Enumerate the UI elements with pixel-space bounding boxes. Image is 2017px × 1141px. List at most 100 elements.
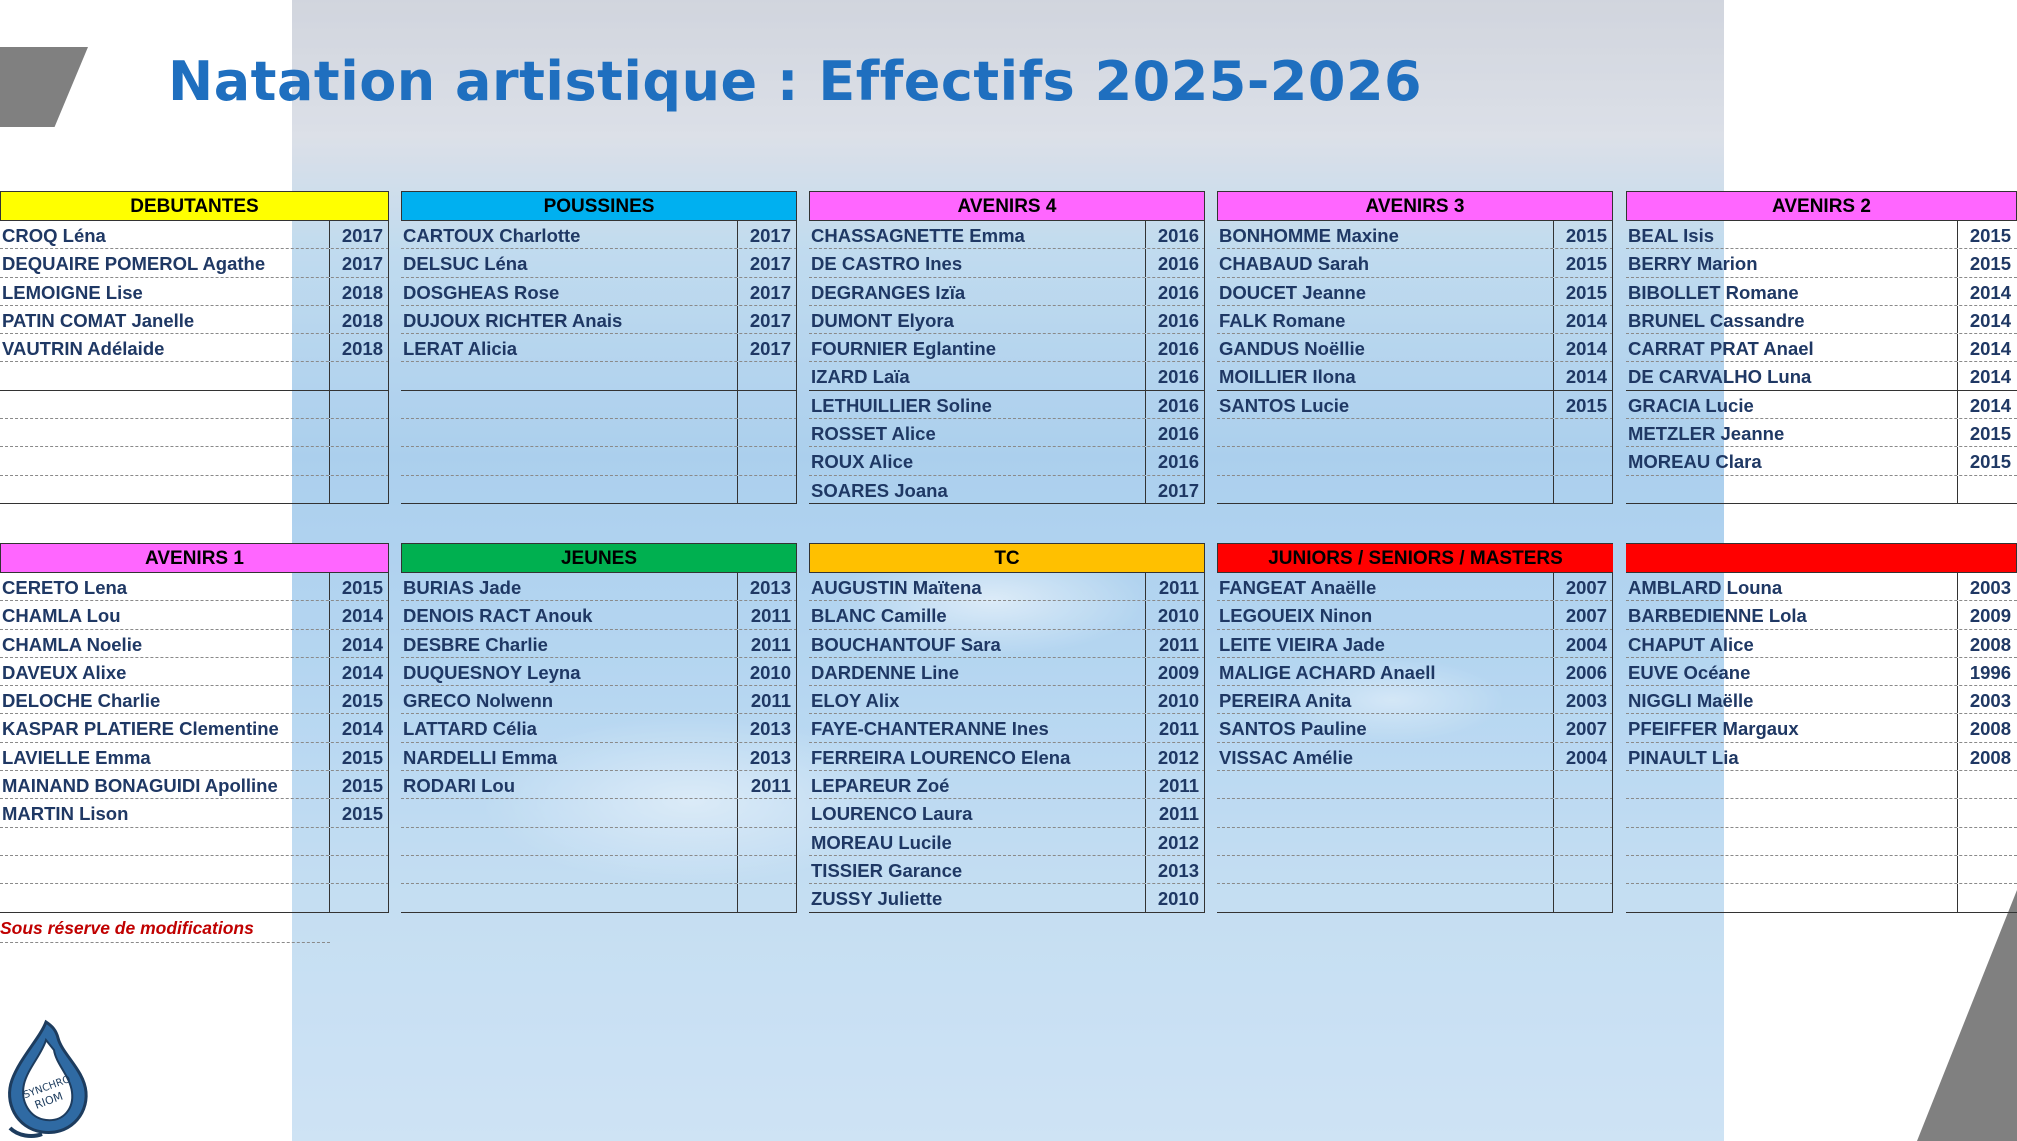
roster-row	[1217, 884, 1613, 913]
column-divider	[329, 629, 330, 657]
column-divider	[1145, 714, 1146, 742]
column-divider	[1957, 573, 1958, 601]
athlete-name: AUGUSTIN Maïtena	[811, 577, 982, 598]
roster-row: MARTIN Lison 2015	[0, 799, 389, 828]
birth-year: 2011	[750, 775, 791, 797]
column-divider	[1145, 419, 1146, 447]
column-divider	[1145, 249, 1146, 277]
athlete-name: DE CARVALHO Luna	[1628, 366, 1812, 388]
roster-row: PEREIRA Anita 2003	[1217, 686, 1613, 715]
athlete-name: RODARI Lou	[403, 775, 516, 797]
column-divider	[737, 714, 738, 742]
column-divider	[329, 686, 330, 714]
roster-row: LEPAREUR Zoé 2011	[809, 771, 1205, 800]
column-divider	[1145, 827, 1146, 855]
column-divider	[329, 334, 330, 362]
birth-year: 2016	[1157, 423, 1199, 445]
column-divider	[1553, 475, 1554, 503]
athlete-name: FOURNIER Eglantine	[811, 338, 997, 360]
column-divider	[329, 657, 330, 686]
athlete-name: DOUCET Jeanne	[1219, 281, 1367, 303]
roster-row: BLANC Camille 2010	[809, 601, 1205, 630]
column-divider	[329, 249, 330, 277]
roster-row: LEITE VIEIRA Jade 2004	[1217, 629, 1613, 658]
roster-row: DOUCET Jeanne 2015	[1217, 277, 1613, 306]
birth-year: 2012	[1157, 831, 1199, 853]
roster-row: TISSIER Garance 2013	[809, 855, 1205, 885]
column-divider	[1957, 334, 1958, 362]
roster-row	[0, 475, 389, 504]
column-divider	[737, 771, 738, 799]
athlete-name: DUMONT Elyora	[811, 309, 954, 331]
roster-row: BURIAS Jade 2013	[401, 573, 797, 602]
birth-year: 2007	[1565, 605, 1607, 627]
group-header: AVENIRS 1	[0, 543, 389, 573]
roster-row: LERAT Alicia 2017	[401, 334, 797, 363]
column-divider	[1957, 657, 1958, 686]
athlete-name: CERETO Lena	[2, 577, 128, 598]
column-divider	[1145, 447, 1146, 475]
athlete-name: BARBEDIENNE Lola	[1628, 605, 1807, 627]
athlete-name: SANTOS Lucie	[1219, 394, 1350, 416]
athlete-name: MOILLIER Ilona	[1219, 366, 1356, 388]
birth-year: 2016	[1157, 451, 1199, 473]
roster-row: CROQ Léna 2017	[0, 221, 389, 250]
birth-year: 2011	[1158, 577, 1199, 598]
roster-row: DEQUAIRE POMEROL Agathe 2017	[0, 249, 389, 278]
roster-row: DUMONT Elyora 2016	[809, 305, 1205, 335]
birth-year: 2014	[1969, 394, 2011, 416]
birth-year: 2011	[750, 633, 791, 655]
athlete-name: BOUCHANTOUF Sara	[811, 633, 1001, 655]
birth-year: 2016	[1157, 253, 1199, 275]
birth-year: 2016	[1157, 281, 1199, 303]
column-divider	[1145, 771, 1146, 799]
roster-row: GANDUS Noëllie 2014	[1217, 334, 1613, 363]
column-divider	[737, 419, 738, 447]
athlete-name: DEGRANGES Izïa	[811, 281, 966, 303]
roster-row	[401, 362, 797, 391]
roster-row: IZARD Laïa 2016	[809, 362, 1205, 391]
column-divider	[737, 686, 738, 714]
column-divider	[1145, 475, 1146, 503]
roster-row: PINAULT Lia 2008	[1626, 742, 2017, 772]
column-divider	[1553, 573, 1554, 601]
roster-row: KASPAR PLATIERE Clementine 2014	[0, 714, 389, 743]
athlete-name: BERRY Marion	[1628, 253, 1758, 275]
roster-row	[1626, 799, 2017, 828]
group-header: AVENIRS 3	[1217, 191, 1613, 221]
athlete-name: NARDELLI Emma	[403, 746, 558, 768]
group-jeunes: JEUNES BURIAS Jade 2013 DENOIS RACT Anouk 20…	[401, 543, 797, 913]
roster-row	[401, 447, 797, 476]
birth-year: 2013	[749, 577, 791, 598]
athlete-name: ROSSET Alice	[811, 423, 936, 445]
page-title: Natation artistique : Effectifs 2025-202…	[168, 50, 1423, 113]
roster-row: CHAMLA Noelie 2014	[0, 629, 389, 658]
roster-row: DUJOUX RICHTER Anais 2017	[401, 305, 797, 335]
roster-row: RODARI Lou 2011	[401, 771, 797, 800]
athlete-name: LEITE VIEIRA Jade	[1219, 633, 1385, 655]
roster-row: DUQUESNOY Leyna 2010	[401, 657, 797, 687]
roster-row	[1626, 855, 2017, 885]
birth-year: 2011	[1158, 775, 1199, 797]
column-divider	[737, 657, 738, 686]
roster-row: MOREAU Lucile 2012	[809, 827, 1205, 856]
athlete-name: MALIGE ACHARD Anaell	[1219, 661, 1436, 683]
roster-row	[1217, 799, 1613, 828]
column-divider	[1145, 362, 1146, 390]
roster-row: CHABAUD Sarah 2015	[1217, 249, 1613, 278]
roster-row: DENOIS RACT Anouk 2011	[401, 601, 797, 630]
athlete-name: MAINAND BONAGUIDI Apolline	[2, 775, 278, 797]
column-divider	[1957, 475, 1958, 503]
athlete-name: DUQUESNOY Leyna	[403, 661, 581, 683]
athlete-name: ZUSSY Juliette	[811, 888, 943, 910]
birth-year: 2015	[1565, 281, 1607, 303]
group-header: AVENIRS 2	[1626, 191, 2017, 221]
column-divider	[1145, 742, 1146, 771]
column-divider	[1957, 884, 1958, 912]
roster-row: LOURENCO Laura 2011	[809, 799, 1205, 828]
group-border	[796, 573, 797, 913]
group-juniors-seniors-masters: JUNIORS / SENIORS / MASTERS FANGEAT Anaël…	[1217, 543, 1613, 913]
column-divider	[1145, 221, 1146, 249]
birth-year: 2017	[341, 253, 383, 275]
roster-row: BOUCHANTOUF Sara 2011	[809, 629, 1205, 658]
